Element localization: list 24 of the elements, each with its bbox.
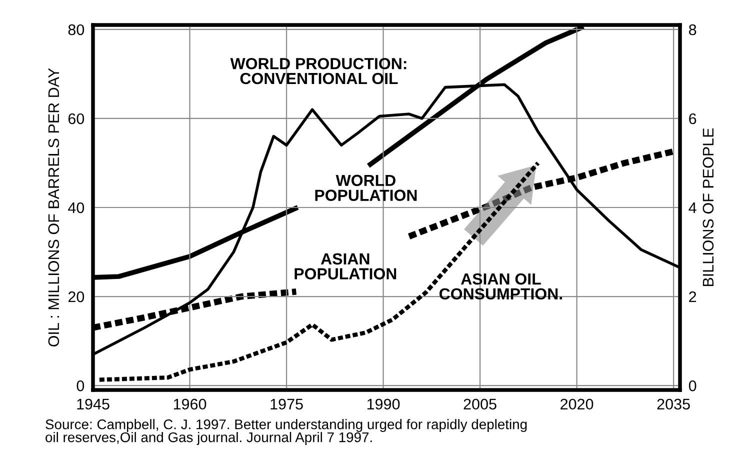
y-tick-label: 80 xyxy=(68,24,84,36)
y-axis-title: OIL : MILLIONS OF BARRELS PER DAY xyxy=(48,68,60,346)
y2-tick-label: 8 xyxy=(688,24,696,36)
y2-tick-label: 4 xyxy=(688,202,696,214)
y-tick-label: 20 xyxy=(68,291,84,302)
x-tick-label: 2035 xyxy=(657,398,690,410)
series-label: ASIAN OIL CONSUMPTION. xyxy=(440,273,562,300)
y2-tick-label: 0 xyxy=(688,380,696,392)
series-label: WORLD PRODUCTION: CONVENTIONAL OIL xyxy=(230,58,406,84)
y-tick-label: 40 xyxy=(68,202,84,214)
y2-tick-label: 6 xyxy=(689,113,696,124)
x-tick-label: 1960 xyxy=(174,398,206,410)
y-tick-label: 0 xyxy=(76,380,84,392)
x-tick-label: 1975 xyxy=(270,398,303,410)
series-label: WORLD POPULATION xyxy=(315,174,417,201)
x-tick-label: 2020 xyxy=(560,398,594,410)
y-tick-label: 60 xyxy=(68,113,84,124)
x-tick-label: 2005 xyxy=(464,398,496,410)
x-tick-label: 1990 xyxy=(367,398,400,410)
x-tick-label: 1945 xyxy=(77,398,110,410)
y2-axis-title: BILLIONS OF PEOPLE xyxy=(702,128,714,286)
source-note: Source: Campbell, C. J. 1997. Better understanding urged for rapidly depleting oil reserves,Oil and Gas journal. Journal April 7 1997. xyxy=(46,419,527,445)
series-label: ASIAN POPULATION xyxy=(294,253,396,280)
y2-tick-label: 2 xyxy=(689,291,696,302)
